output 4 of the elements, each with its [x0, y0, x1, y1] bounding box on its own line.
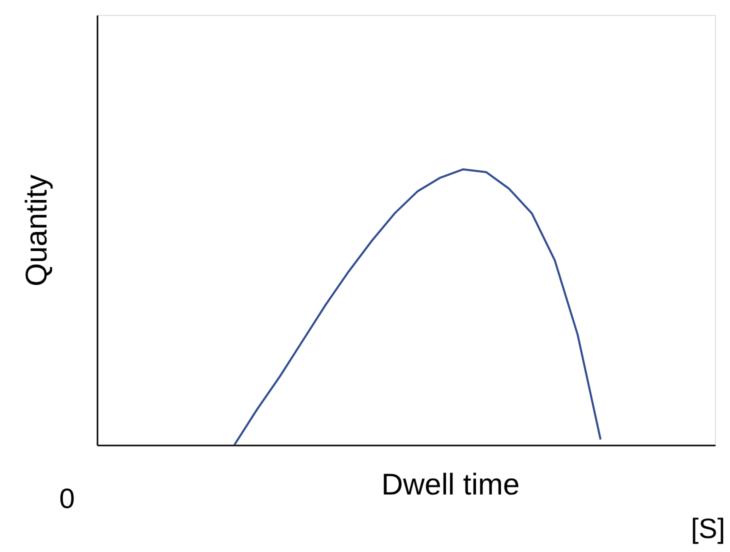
x-axis-title: Dwell time: [381, 468, 520, 502]
text: [S]: [690, 513, 726, 544]
y-axis-title: Quantity: [20, 174, 54, 286]
text: 0: [59, 483, 75, 514]
